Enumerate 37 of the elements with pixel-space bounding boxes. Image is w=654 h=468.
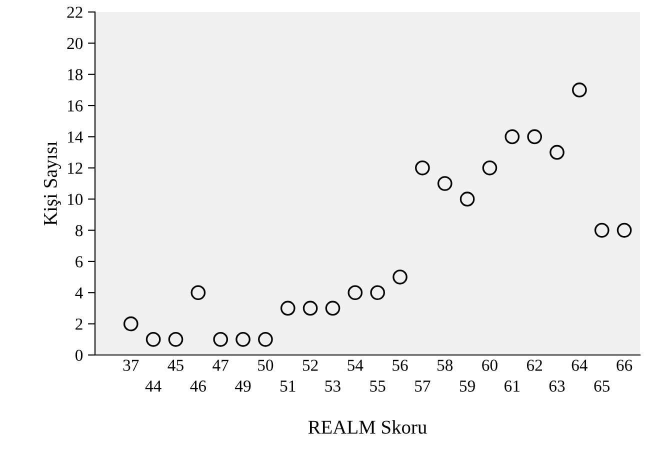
y-tick-label: 16	[68, 100, 83, 112]
x-tick-label: 46	[190, 380, 206, 392]
x-tick-label: 45	[168, 360, 184, 371]
x-tick-label: 51	[280, 380, 296, 392]
x-tick-label: 62	[526, 360, 542, 371]
x-tick-label: 54	[348, 360, 364, 371]
x-tick-label: 60	[482, 360, 498, 371]
x-tick-label: 47	[212, 360, 228, 371]
y-tick-label: 8	[75, 224, 83, 236]
y-tick-label: 14	[68, 132, 83, 143]
y-tick-label: 0	[75, 350, 83, 361]
y-tick-label: 2	[76, 318, 82, 330]
y-tick-label: 4	[75, 287, 83, 298]
x-tick-label: 44	[145, 380, 162, 392]
y-tick-label: 20	[67, 38, 83, 50]
x-tick-label: 65	[594, 380, 610, 392]
x-tick-label: 49	[235, 380, 251, 392]
x-axis-title: REALM Skoru	[308, 420, 427, 434]
y-tick-label: 22	[67, 6, 82, 18]
y-tick-label: 6	[76, 256, 83, 268]
x-tick-label: 55	[370, 380, 386, 392]
y-tick-label: 18	[68, 69, 83, 80]
y-tick-label: 12	[68, 162, 82, 174]
x-tick-label: 52	[302, 360, 318, 371]
x-tick-label: 50	[258, 360, 274, 371]
x-tick-label: 56	[392, 360, 408, 371]
x-tick-label: 58	[438, 360, 453, 371]
x-tick-label: 53	[325, 380, 340, 392]
x-tick-label: 66	[616, 360, 632, 371]
x-tick-label: 37	[123, 360, 139, 371]
x-tick-label: 61	[504, 380, 520, 392]
x-tick-label: 57	[415, 380, 430, 392]
x-tick-label: 63	[549, 380, 565, 392]
x-tick-label: 64	[572, 360, 588, 371]
y-tick-label: 10	[68, 194, 83, 206]
y-axis-title: Kişi Sayısı	[44, 141, 61, 226]
x-tick-label: 59	[460, 380, 475, 392]
